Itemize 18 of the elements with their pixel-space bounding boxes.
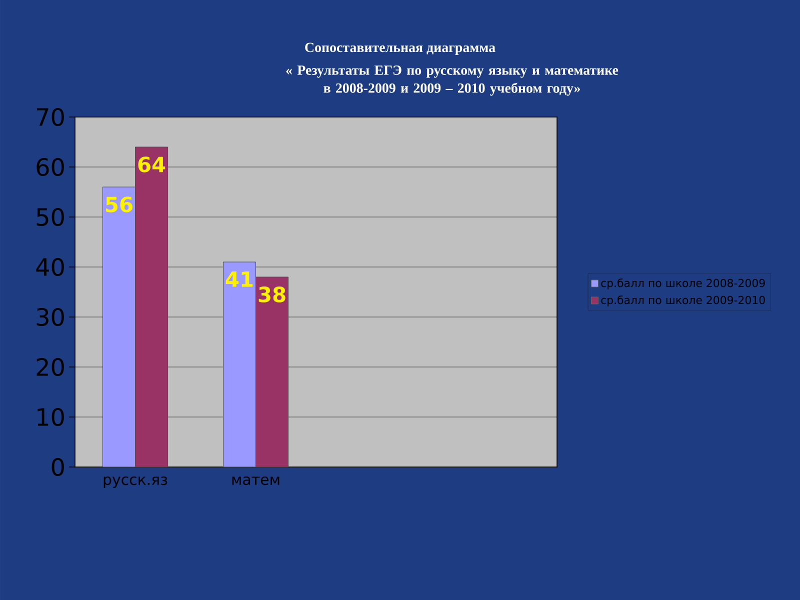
y-tick-label: 20 [36,358,64,376]
y-tick-label: 40 [36,258,64,276]
chart-subtitle: « Результаты ЕГЭ по русскому языку и математике в 2008-2009 и 2009 – 2010 учебном году» [286,66,618,96]
chart-title: Сопоставительная диаграмма [305,42,496,55]
y-tick-label: 60 [36,158,64,176]
data-label: 64 [138,156,166,172]
y-tick-label: 50 [36,208,64,226]
data-label: 41 [226,272,253,287]
legend-label: ср.балл по школе 2009-2010 [601,295,765,306]
data-label: 56 [106,196,132,212]
data-label: 38 [258,286,286,302]
legend-label: ср.балл по школе 2008-2009 [601,278,765,290]
y-tick-label: 0 [52,458,64,476]
y-tick-label: 70 [37,108,64,126]
y-tick-label: 10 [38,408,64,426]
x-tick-label: матем [232,476,280,486]
y-tick-label: 30 [36,308,64,326]
x-tick-label: русск.яз [104,476,168,488]
